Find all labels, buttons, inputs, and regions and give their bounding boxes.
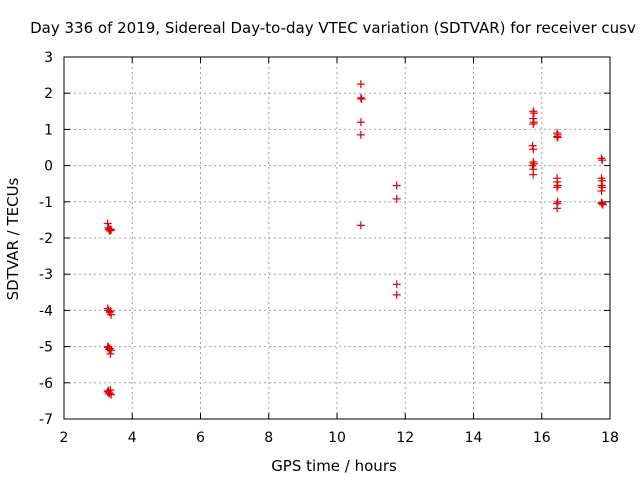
- y-tick-label: -4: [39, 303, 53, 319]
- data-point: [553, 204, 562, 213]
- data-point: [107, 310, 116, 319]
- data-point: [105, 389, 114, 398]
- data-point: [107, 390, 116, 399]
- y-tick-label: 3: [44, 50, 53, 66]
- data-point: [106, 349, 115, 358]
- y-tick-label: -1: [39, 195, 53, 211]
- x-tick-label: 6: [196, 430, 205, 446]
- data-point: [104, 306, 113, 315]
- x-tick-label: 18: [601, 430, 619, 446]
- x-axis-label: GPS time / hours: [271, 457, 397, 475]
- data-point: [356, 93, 365, 102]
- data-point: [529, 107, 538, 116]
- data-point: [529, 145, 538, 154]
- data-point: [598, 183, 607, 192]
- y-axis-label: SDTVAR / TECUs: [4, 177, 22, 300]
- y-tick-label: -2: [39, 231, 53, 247]
- x-tick-label: 12: [396, 430, 414, 446]
- data-point: [597, 198, 606, 207]
- data-point: [597, 154, 606, 163]
- data-point: [553, 133, 562, 142]
- data-points: [103, 80, 607, 399]
- x-tick-label: 14: [465, 430, 483, 446]
- data-point: [356, 221, 365, 230]
- y-tick-label: 1: [44, 122, 53, 138]
- y-tick-label: -6: [39, 376, 53, 392]
- data-point: [553, 132, 562, 141]
- data-point: [598, 156, 607, 165]
- data-point: [392, 280, 401, 289]
- x-tick-label: 2: [60, 430, 69, 446]
- data-point: [357, 94, 366, 103]
- y-tick-label: -7: [39, 412, 53, 428]
- y-axis-tick-labels: -7 -6 -5 -4 -3 -2 -1 0 1 2 3: [39, 50, 53, 428]
- data-point: [529, 157, 538, 166]
- axis-ticks: [63, 56, 611, 420]
- data-point: [106, 307, 115, 316]
- data-point: [528, 141, 537, 150]
- data-point: [597, 186, 606, 195]
- grid-lines: [64, 57, 610, 419]
- data-point: [356, 118, 365, 127]
- data-point: [356, 80, 365, 89]
- data-point: [553, 183, 562, 192]
- data-point: [356, 130, 365, 139]
- y-tick-label: -3: [39, 267, 53, 283]
- data-point: [106, 386, 115, 395]
- data-point: [392, 290, 401, 299]
- data-point: [107, 226, 116, 235]
- x-axis-tick-labels: 2 4 6 8 10 12 14 16 18: [60, 430, 619, 446]
- data-point: [106, 225, 115, 234]
- data-point: [529, 170, 538, 179]
- data-point: [105, 226, 114, 235]
- data-point: [529, 119, 538, 128]
- data-point: [105, 344, 114, 353]
- y-tick-label: -5: [39, 340, 53, 356]
- x-tick-label: 16: [533, 430, 551, 446]
- data-point: [598, 199, 607, 208]
- x-tick-label: 4: [128, 430, 137, 446]
- chart-title: Day 336 of 2019, Sidereal Day-to-day VTE…: [30, 19, 636, 37]
- x-tick-label: 10: [328, 430, 346, 446]
- data-point: [103, 219, 112, 228]
- data-point: [553, 181, 562, 190]
- data-point: [105, 345, 114, 354]
- data-point: [107, 346, 116, 355]
- data-point: [598, 200, 607, 209]
- data-point: [529, 159, 538, 168]
- data-point: [392, 181, 401, 190]
- y-tick-label: 2: [44, 86, 53, 102]
- data-point: [529, 109, 538, 118]
- data-point: [392, 194, 401, 203]
- data-point: [528, 161, 537, 170]
- y-tick-label: 0: [44, 159, 53, 175]
- x-tick-label: 8: [264, 430, 273, 446]
- data-point: [529, 118, 538, 127]
- data-point: [553, 197, 562, 206]
